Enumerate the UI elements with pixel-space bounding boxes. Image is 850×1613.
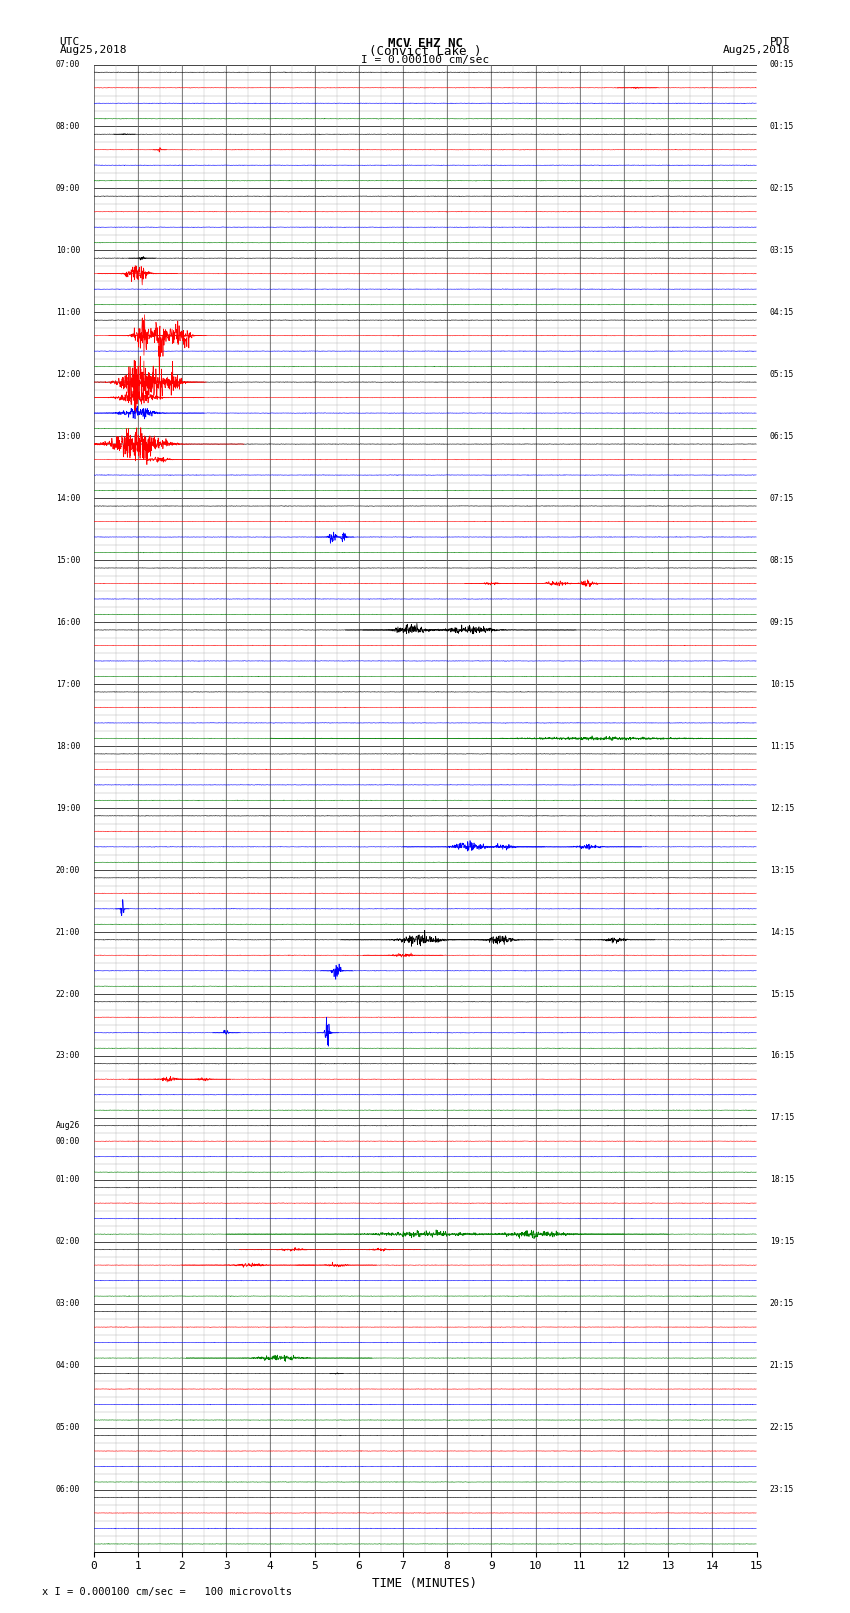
Text: x I = 0.000100 cm/sec =   100 microvolts: x I = 0.000100 cm/sec = 100 microvolts [42, 1587, 292, 1597]
Text: Aug25,2018: Aug25,2018 [60, 45, 127, 55]
Text: 14:15: 14:15 [770, 927, 794, 937]
Text: 13:00: 13:00 [56, 432, 80, 440]
Text: 15:00: 15:00 [56, 556, 80, 565]
Text: 02:00: 02:00 [56, 1237, 80, 1247]
Text: 05:15: 05:15 [770, 369, 794, 379]
Text: 00:00: 00:00 [56, 1137, 80, 1145]
Text: 21:00: 21:00 [56, 927, 80, 937]
Text: 20:00: 20:00 [56, 866, 80, 874]
Text: 12:15: 12:15 [770, 803, 794, 813]
Text: 02:15: 02:15 [770, 184, 794, 194]
Text: 22:00: 22:00 [56, 989, 80, 998]
Text: 01:15: 01:15 [770, 123, 794, 131]
Text: 07:00: 07:00 [56, 60, 80, 69]
Text: 15:15: 15:15 [770, 989, 794, 998]
Text: 18:00: 18:00 [56, 742, 80, 750]
Text: I = 0.000100 cm/sec: I = 0.000100 cm/sec [361, 55, 489, 65]
Text: 12:00: 12:00 [56, 369, 80, 379]
Text: 10:00: 10:00 [56, 245, 80, 255]
Text: Aug25,2018: Aug25,2018 [723, 45, 791, 55]
X-axis label: TIME (MINUTES): TIME (MINUTES) [372, 1578, 478, 1590]
Text: 06:00: 06:00 [56, 1486, 80, 1494]
Text: MCV EHZ NC: MCV EHZ NC [388, 37, 462, 50]
Text: 00:15: 00:15 [770, 60, 794, 69]
Text: 04:15: 04:15 [770, 308, 794, 316]
Text: 19:15: 19:15 [770, 1237, 794, 1247]
Text: 13:15: 13:15 [770, 866, 794, 874]
Text: 17:15: 17:15 [770, 1113, 794, 1123]
Text: 06:15: 06:15 [770, 432, 794, 440]
Text: 17:00: 17:00 [56, 679, 80, 689]
Text: 16:00: 16:00 [56, 618, 80, 627]
Text: 11:00: 11:00 [56, 308, 80, 316]
Text: 07:15: 07:15 [770, 494, 794, 503]
Text: 20:15: 20:15 [770, 1300, 794, 1308]
Text: 09:15: 09:15 [770, 618, 794, 627]
Text: 04:00: 04:00 [56, 1361, 80, 1371]
Text: PDT: PDT [770, 37, 790, 47]
Text: 03:15: 03:15 [770, 245, 794, 255]
Text: 11:15: 11:15 [770, 742, 794, 750]
Text: 22:15: 22:15 [770, 1423, 794, 1432]
Text: 08:00: 08:00 [56, 123, 80, 131]
Text: 01:00: 01:00 [56, 1176, 80, 1184]
Text: 23:00: 23:00 [56, 1052, 80, 1060]
Text: 23:15: 23:15 [770, 1486, 794, 1494]
Text: 05:00: 05:00 [56, 1423, 80, 1432]
Text: 08:15: 08:15 [770, 556, 794, 565]
Text: (Convict Lake ): (Convict Lake ) [369, 45, 481, 58]
Text: 03:00: 03:00 [56, 1300, 80, 1308]
Text: 10:15: 10:15 [770, 679, 794, 689]
Text: UTC: UTC [60, 37, 80, 47]
Text: 16:15: 16:15 [770, 1052, 794, 1060]
Text: 14:00: 14:00 [56, 494, 80, 503]
Text: 09:00: 09:00 [56, 184, 80, 194]
Text: 19:00: 19:00 [56, 803, 80, 813]
Text: 21:15: 21:15 [770, 1361, 794, 1371]
Text: Aug26: Aug26 [56, 1121, 80, 1131]
Text: 18:15: 18:15 [770, 1176, 794, 1184]
